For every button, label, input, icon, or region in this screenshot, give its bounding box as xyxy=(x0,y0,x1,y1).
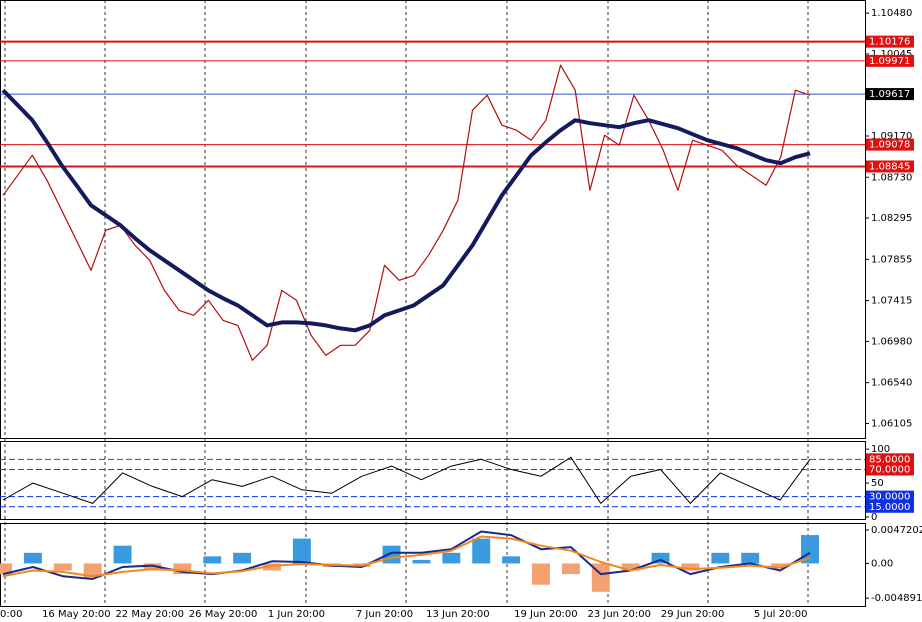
histogram-bar xyxy=(292,538,311,564)
x-tick-label: 0:00 xyxy=(0,609,22,620)
level-box xyxy=(866,490,914,503)
histogram-bar xyxy=(203,556,222,564)
vertical-grid xyxy=(4,0,809,606)
x-tick-label: 29 Jun 20:00 xyxy=(661,609,725,620)
level-box xyxy=(866,453,914,466)
x-tick-label: 23 Jun 20:00 xyxy=(587,609,651,620)
y-tick-label: 1.10045 xyxy=(871,49,912,60)
histogram-bar xyxy=(143,563,162,571)
histogram-bar xyxy=(113,545,132,564)
level-label: 1.08845 xyxy=(866,160,914,173)
level-box xyxy=(866,35,914,48)
histogram-bar xyxy=(621,563,640,571)
histogram-bar xyxy=(771,563,790,567)
y-tick-label: 1.09170 xyxy=(871,131,912,142)
level-label: 1.09617 xyxy=(866,88,914,101)
histogram-bar xyxy=(412,559,431,564)
series-line xyxy=(2,535,811,578)
panel-frame xyxy=(0,441,866,520)
y-tick-label: 1.06540 xyxy=(871,378,912,389)
histogram-bar xyxy=(681,563,700,571)
level-text: 1.08845 xyxy=(869,161,910,172)
level-box xyxy=(866,500,914,513)
y-tick-label: 1.08295 xyxy=(871,213,912,224)
histogram-bar xyxy=(173,563,192,575)
histogram-bar xyxy=(442,552,461,564)
level-label: 1.09971 xyxy=(866,54,914,67)
y-tick-label: 1.08730 xyxy=(871,172,912,183)
y-tick-label: 100 xyxy=(871,444,890,455)
level-box xyxy=(866,88,914,101)
level-text: 85.0000 xyxy=(869,454,910,465)
level-label: 70.0000 xyxy=(866,463,914,476)
level-label: 1.10176 xyxy=(866,35,914,48)
level-box xyxy=(866,463,914,476)
x-tick-label: 26 May 20:00 xyxy=(189,609,258,620)
y-tick-label: -0.0048919 xyxy=(871,593,922,604)
level-text: 15.0000 xyxy=(869,502,910,513)
series-line xyxy=(2,64,811,361)
y-tick-label: 1.06980 xyxy=(871,336,912,347)
histogram-bar xyxy=(651,552,670,564)
y-tick-label: 1.10480 xyxy=(871,8,912,19)
histogram-bar xyxy=(711,552,730,564)
level-label: 30.0000 xyxy=(866,490,914,503)
histogram-bar xyxy=(561,563,580,575)
histogram-bar xyxy=(23,552,42,564)
y-tick-label: 0.0047202 xyxy=(871,525,922,536)
level-text: 70.0000 xyxy=(869,464,910,475)
level-text: 1.10176 xyxy=(869,37,910,48)
y-tick-label: 1.07415 xyxy=(871,296,912,307)
level-text: 1.09617 xyxy=(869,89,910,100)
histogram-bar xyxy=(532,563,550,585)
histogram-bar xyxy=(502,556,521,564)
y-tick-label: 1.06105 xyxy=(871,418,912,429)
y-tick-label: 1.07855 xyxy=(871,254,912,265)
series-line xyxy=(1,88,811,333)
level-box xyxy=(866,160,914,173)
histogram-bar xyxy=(382,545,401,564)
x-tick-label: 13 Jun 20:00 xyxy=(426,609,490,620)
histogram-bar xyxy=(0,563,12,575)
histogram-bar xyxy=(472,538,491,564)
x-tick-label: 5 Jul 20:00 xyxy=(754,609,808,620)
level-label: 15.0000 xyxy=(866,500,914,513)
x-tick-label: 16 May 20:00 xyxy=(42,609,111,620)
level-text: 1.09971 xyxy=(869,56,910,67)
histogram-bar xyxy=(741,552,760,564)
x-tick-label: 19 Jun 20:00 xyxy=(514,609,578,620)
level-box xyxy=(866,54,914,67)
level-text: 30.0000 xyxy=(869,492,910,503)
x-tick-label: 7 Jun 20:00 xyxy=(356,609,413,620)
y-tick-label: 50 xyxy=(871,478,884,489)
level-box xyxy=(866,138,914,151)
x-tick-label: 22 May 20:00 xyxy=(115,609,184,620)
histogram-bar xyxy=(83,563,102,578)
level-label: 1.09078 xyxy=(866,138,914,151)
histogram-bar xyxy=(263,563,281,571)
panel-frame xyxy=(0,0,866,439)
histogram-bar xyxy=(53,563,72,571)
y-tick-label: 0 xyxy=(871,512,877,523)
x-tick-label: 1 Jun 20:00 xyxy=(268,609,325,620)
level-text: 1.09078 xyxy=(869,140,910,151)
y-tick-label: 0.00 xyxy=(871,558,893,569)
level-label: 85.0000 xyxy=(866,453,914,466)
histogram-bar xyxy=(233,552,252,564)
series-line xyxy=(2,456,811,504)
